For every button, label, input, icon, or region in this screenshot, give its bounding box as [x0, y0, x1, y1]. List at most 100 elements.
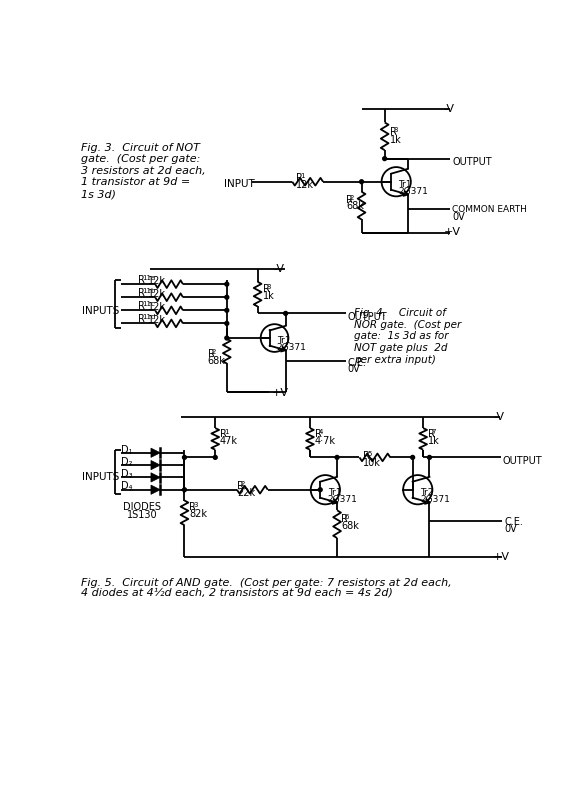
Text: 3: 3 — [267, 284, 271, 290]
Text: 4 diodes at 4½d each, 2 transistors at 9d each = 4s 2d): 4 diodes at 4½d each, 2 transistors at 9… — [81, 587, 392, 597]
Text: R: R — [346, 195, 353, 205]
Text: 11c: 11c — [142, 301, 155, 307]
Text: R: R — [428, 429, 435, 438]
Text: 3: 3 — [394, 127, 399, 133]
Text: Fig. 5.  Circuit of AND gate.  (Cost per gate: 7 resistors at 2d each,: Fig. 5. Circuit of AND gate. (Cost per g… — [81, 577, 451, 587]
Circle shape — [360, 181, 364, 185]
Polygon shape — [151, 449, 160, 458]
Circle shape — [183, 456, 186, 460]
Text: D₃: D₃ — [121, 469, 133, 479]
Text: 2G371: 2G371 — [399, 186, 428, 195]
Text: 0V: 0V — [504, 524, 517, 533]
Text: 4: 4 — [319, 429, 323, 434]
Polygon shape — [151, 473, 160, 483]
Text: R: R — [363, 450, 370, 460]
Text: D₁: D₁ — [121, 444, 133, 454]
Text: 2: 2 — [211, 349, 216, 355]
Polygon shape — [151, 461, 160, 470]
Text: 12k: 12k — [296, 179, 314, 190]
Circle shape — [411, 456, 415, 460]
Text: -V: -V — [493, 412, 504, 422]
Text: 12k: 12k — [148, 302, 166, 312]
Circle shape — [428, 456, 432, 460]
Text: R: R — [138, 301, 145, 311]
Text: 1k: 1k — [263, 291, 275, 301]
Text: 11b: 11b — [142, 287, 155, 294]
Circle shape — [284, 312, 288, 316]
Text: 82k: 82k — [189, 508, 207, 519]
Text: R: R — [220, 429, 227, 438]
Text: 11d: 11d — [142, 314, 155, 320]
Text: 68k: 68k — [207, 356, 226, 365]
Text: D₄: D₄ — [121, 481, 133, 491]
Text: DIODES: DIODES — [123, 502, 161, 512]
Text: 68k: 68k — [346, 201, 364, 211]
Text: +V: +V — [271, 387, 288, 397]
Circle shape — [225, 322, 229, 326]
Text: R: R — [237, 481, 244, 491]
Text: R: R — [390, 127, 397, 137]
Text: 0V: 0V — [452, 212, 465, 222]
Text: 2G371: 2G371 — [420, 494, 450, 503]
Text: 5: 5 — [367, 450, 372, 456]
Text: C.E.: C.E. — [348, 357, 367, 367]
Text: 47k: 47k — [220, 435, 238, 446]
Text: Tr2: Tr2 — [420, 487, 433, 496]
Text: 12k: 12k — [148, 315, 166, 324]
Polygon shape — [151, 486, 160, 495]
Text: -V: -V — [444, 104, 455, 114]
Circle shape — [183, 488, 186, 492]
Text: R: R — [138, 275, 145, 285]
Text: Fig. 3.  Circuit of NOT
gate.  (Cost per gate:
3 resistors at 2d each,
1 transis: Fig. 3. Circuit of NOT gate. (Cost per g… — [81, 142, 205, 199]
Text: R: R — [341, 514, 348, 524]
Text: 7: 7 — [432, 429, 436, 434]
Text: 3: 3 — [193, 502, 198, 507]
Circle shape — [383, 157, 387, 161]
Text: OUTPUT: OUTPUT — [452, 157, 492, 167]
Circle shape — [335, 456, 339, 460]
Text: 2G371: 2G371 — [328, 494, 357, 503]
Text: 4·7k: 4·7k — [315, 435, 336, 446]
Text: R: R — [138, 287, 145, 298]
Text: R: R — [138, 314, 145, 324]
Text: INPUTS: INPUTS — [82, 305, 119, 316]
Text: Tr1: Tr1 — [399, 179, 412, 189]
Circle shape — [214, 456, 217, 460]
Text: Tr1: Tr1 — [328, 487, 341, 496]
Circle shape — [225, 283, 229, 287]
Text: 1S130: 1S130 — [127, 509, 158, 520]
Text: -V: -V — [273, 263, 284, 273]
Circle shape — [225, 296, 229, 300]
Text: D₂: D₂ — [121, 456, 133, 467]
Text: R: R — [296, 173, 303, 183]
Text: R: R — [189, 502, 196, 512]
Text: 11a: 11a — [142, 275, 155, 281]
Text: R: R — [263, 284, 270, 294]
Circle shape — [225, 336, 229, 340]
Text: 0V: 0V — [348, 364, 360, 374]
Text: 12k: 12k — [148, 288, 166, 299]
Text: R: R — [315, 429, 321, 438]
Text: 1k: 1k — [390, 135, 402, 145]
Text: 68k: 68k — [341, 520, 359, 531]
Text: INPUT: INPUT — [224, 178, 255, 189]
Text: 1k: 1k — [428, 435, 440, 446]
Text: +V: +V — [493, 552, 510, 561]
Text: 2: 2 — [350, 195, 355, 201]
Text: R: R — [207, 349, 215, 359]
Text: Fig. 4.    Circuit of
NOR gate.  (Cost per
gate:  1s 3d as for
NOT gate plus  2d: Fig. 4. Circuit of NOR gate. (Cost per g… — [354, 308, 461, 365]
Text: INPUTS: INPUTS — [82, 471, 119, 482]
Text: 1: 1 — [300, 173, 304, 179]
Text: 6: 6 — [345, 514, 349, 520]
Text: 10k: 10k — [363, 457, 381, 467]
Text: C.E.: C.E. — [504, 516, 523, 526]
Circle shape — [225, 309, 229, 313]
Text: 22k: 22k — [237, 487, 255, 498]
Text: COMMON EARTH: COMMON EARTH — [452, 205, 527, 214]
Text: 2G371: 2G371 — [277, 342, 307, 352]
Text: Tr1: Tr1 — [277, 336, 290, 344]
Text: 1: 1 — [224, 429, 228, 434]
Text: OUTPUT: OUTPUT — [348, 312, 387, 322]
Text: 12k: 12k — [148, 275, 166, 286]
Circle shape — [318, 488, 322, 492]
